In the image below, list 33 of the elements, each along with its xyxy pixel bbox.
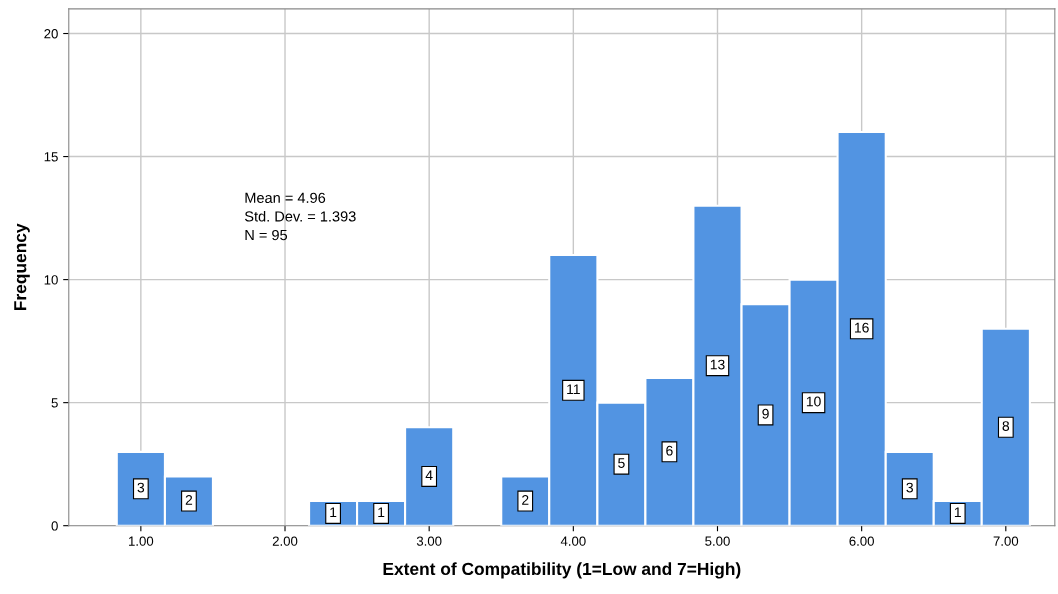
- y-tick-label: 20: [44, 29, 58, 39]
- data-label: 6: [666, 445, 673, 456]
- data-label: 10: [806, 396, 821, 407]
- annotation: Mean = 4.96: [245, 192, 326, 203]
- y-tick-label: 15: [44, 152, 58, 162]
- data-label: 3: [137, 482, 145, 493]
- data-label: 2: [522, 494, 529, 505]
- x-tick-label: 6.00: [849, 536, 874, 546]
- data-label: 13: [710, 359, 725, 370]
- x-axis-title: Extent of Compatibility (1=Low and 7=High): [383, 562, 741, 579]
- y-axis-title: Frequency: [14, 223, 30, 311]
- x-tick-label: 7.00: [993, 536, 1019, 546]
- x-tick-label: 2.00: [272, 536, 298, 546]
- data-label: 11: [567, 384, 580, 394]
- x-tick-label: 4.00: [560, 536, 586, 546]
- data-label: 1: [378, 507, 385, 517]
- x-tick-label: 3.00: [416, 536, 442, 546]
- x-tick-label: 1.00: [129, 536, 154, 546]
- data-label: 3: [906, 482, 913, 493]
- data-label: 16: [854, 322, 869, 333]
- data-label: 4: [425, 470, 433, 481]
- data-label: 5: [618, 458, 625, 468]
- data-label: 2: [185, 494, 193, 505]
- data-label: 8: [1002, 421, 1010, 431]
- y-tick-label: 10: [44, 275, 58, 285]
- data-label: 1: [330, 507, 337, 517]
- annotation: N = 95: [245, 229, 288, 241]
- x-tick-label: 5.00: [705, 536, 730, 546]
- annotation: Std. Dev. = 1.393: [244, 210, 356, 222]
- data-label: 9: [762, 408, 769, 419]
- data-label: 1: [954, 507, 961, 517]
- y-tick-label: 5: [51, 398, 58, 408]
- y-tick-label: 0: [51, 521, 58, 531]
